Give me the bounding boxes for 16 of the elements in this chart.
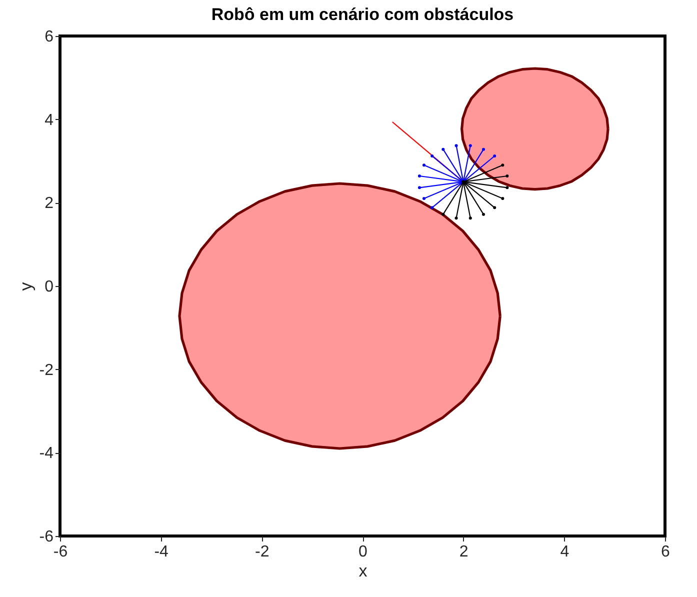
y-tick-label: 0 [44, 278, 54, 296]
y-tick-label: -2 [39, 362, 54, 379]
y-tick-label: 6 [44, 28, 54, 46]
x-axis-title: x [358, 562, 368, 580]
x-tick-label: 6 [661, 544, 670, 560]
x-tick-label: 0 [358, 544, 368, 560]
y-tick-label: -4 [39, 445, 54, 462]
x-tick-label: -4 [154, 544, 169, 560]
chart-title: Robô em um cenário com obstáculos [211, 5, 514, 24]
x-tick-label: 2 [459, 544, 468, 560]
y-tick-label: -6 [39, 528, 54, 546]
y-tick-label: 2 [44, 195, 54, 212]
x-tick-label: -2 [255, 544, 270, 560]
y-axis-title: y [16, 282, 36, 291]
x-tick-label: 4 [560, 544, 570, 560]
y-tick-label: 4 [44, 112, 54, 129]
